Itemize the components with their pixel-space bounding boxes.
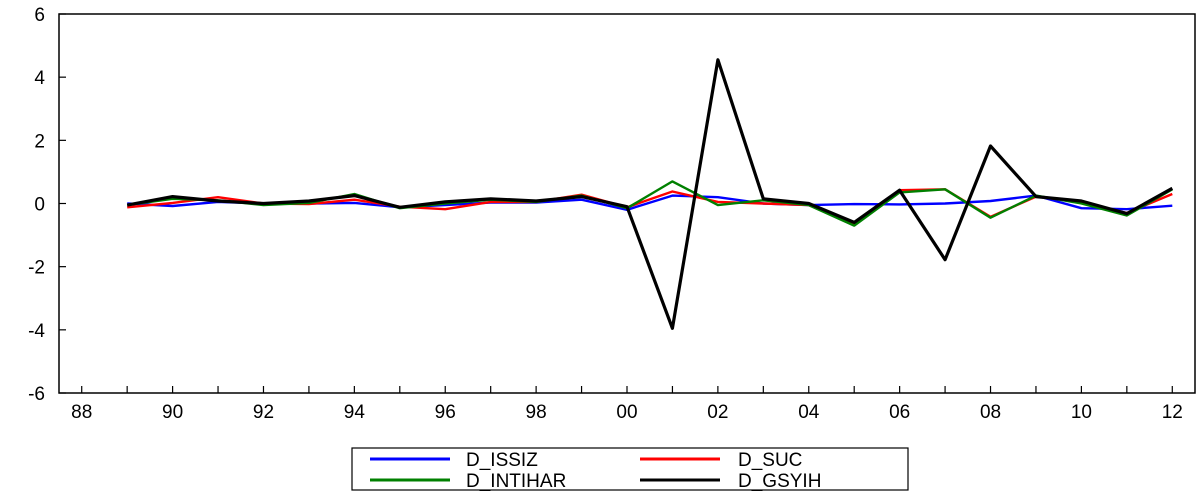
legend-label-d-intihar: D_INTIHAR — [466, 471, 566, 492]
legend-label-d-gsyih: D_GSYIH — [738, 471, 821, 492]
x-tick-label: 00 — [616, 402, 637, 423]
x-axis: 88 90 92 94 96 98 00 02 04 06 08 10 12 — [71, 386, 1183, 423]
y-axis: -6 -4 -2 0 2 4 6 — [28, 5, 66, 405]
series-line-d-gsyih — [126, 58, 1174, 330]
series-lines — [126, 58, 1174, 330]
x-tick-label: 04 — [798, 402, 820, 423]
x-tick-label: 08 — [980, 402, 1001, 423]
y-tick-label: 2 — [34, 131, 45, 152]
x-tick-label: 94 — [344, 402, 366, 423]
x-tick-label: 96 — [435, 402, 456, 423]
x-tick-label: 90 — [162, 402, 183, 423]
x-tick-label: 12 — [1162, 402, 1183, 423]
x-tick-label: 92 — [253, 402, 274, 423]
legend-label-d-issiz: D_ISSIZ — [466, 450, 538, 471]
legend-label-d-suc: D_SUC — [738, 450, 802, 471]
y-tick-label: 0 — [34, 195, 45, 216]
x-tick-label: 10 — [1071, 402, 1092, 423]
x-tick-label: 98 — [526, 402, 547, 423]
y-tick-label: 6 — [34, 5, 45, 26]
x-tick-label: 88 — [71, 402, 92, 423]
y-tick-label: -2 — [28, 258, 45, 279]
y-tick-label: -4 — [28, 321, 45, 342]
legend-box — [351, 447, 909, 491]
x-tick-label: 02 — [707, 402, 728, 423]
y-tick-label: 4 — [34, 68, 45, 89]
series-line-d-intihar — [127, 180, 1173, 227]
legend: D_ISSIZ D_SUC D_INTIHAR D_GSYIH — [351, 447, 909, 492]
x-tick-label: 06 — [889, 402, 910, 423]
y-tick-label: -6 — [28, 384, 45, 405]
